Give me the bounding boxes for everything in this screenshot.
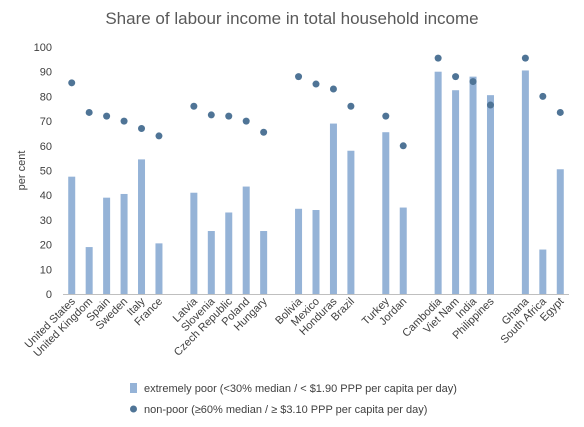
y-tick-label: 30	[40, 215, 52, 227]
y-tick-label: 50	[40, 166, 52, 178]
legend-bar-label: extremely poor (<30% median / < $1.90 PP…	[144, 383, 457, 395]
chart-title: Share of labour income in total househol…	[105, 9, 479, 28]
point-6	[155, 132, 163, 140]
point-3	[103, 112, 111, 120]
bar-23	[452, 90, 460, 294]
point-20	[399, 142, 407, 150]
point-23	[452, 73, 460, 81]
legend-point-swatch	[130, 405, 137, 413]
point-12	[260, 128, 268, 136]
bar-19	[382, 132, 390, 294]
bar-2	[85, 247, 93, 294]
bar-28	[539, 249, 547, 294]
point-25	[486, 101, 494, 109]
bar-9	[207, 231, 215, 294]
y-axis-title: per cent	[16, 151, 28, 191]
bar-29	[556, 169, 564, 294]
point-19	[382, 112, 390, 120]
bar-1	[68, 176, 76, 294]
point-8	[190, 102, 198, 110]
point-2	[85, 108, 93, 116]
y-tick-label: 70	[40, 116, 52, 128]
y-tick-label: 10	[40, 264, 52, 276]
y-tick-label: 60	[40, 141, 52, 153]
bar-6	[155, 243, 163, 294]
point-15	[312, 80, 320, 88]
bar-15	[312, 210, 320, 294]
bar-5	[138, 159, 146, 294]
bar-11	[242, 186, 250, 294]
y-tick-label: 80	[40, 91, 52, 103]
point-9	[207, 111, 215, 119]
legend-point-label: non-poor (≥60% median / ≥ $3.10 PPP per …	[144, 404, 427, 416]
point-17	[347, 102, 355, 110]
bar-20	[399, 207, 407, 294]
bar-27	[521, 70, 529, 294]
bar-3	[103, 197, 111, 294]
y-tick-label: 0	[46, 289, 52, 301]
point-16	[329, 85, 337, 93]
bar-12	[260, 231, 268, 294]
bar-22	[434, 71, 442, 294]
bar-8	[190, 192, 198, 294]
bar-4	[120, 193, 128, 294]
point-29	[556, 108, 564, 116]
bar-24	[469, 76, 477, 294]
bar-17	[347, 150, 355, 294]
y-tick-label: 100	[34, 42, 52, 54]
bar-14	[295, 208, 303, 294]
point-10	[225, 112, 233, 120]
point-1	[68, 79, 76, 87]
point-4	[120, 117, 128, 125]
y-tick-label: 40	[40, 190, 52, 202]
y-tick-label: 90	[40, 67, 52, 79]
bar-25	[486, 95, 494, 294]
bar-10	[225, 212, 233, 294]
y-tick-label: 20	[40, 240, 52, 252]
point-11	[242, 117, 250, 125]
point-28	[539, 92, 547, 100]
point-24	[469, 78, 477, 86]
legend-bar-swatch	[130, 383, 137, 393]
point-5	[138, 125, 146, 133]
bar-16	[329, 123, 337, 294]
point-22	[434, 54, 442, 62]
point-14	[295, 73, 303, 81]
point-27	[521, 54, 529, 62]
